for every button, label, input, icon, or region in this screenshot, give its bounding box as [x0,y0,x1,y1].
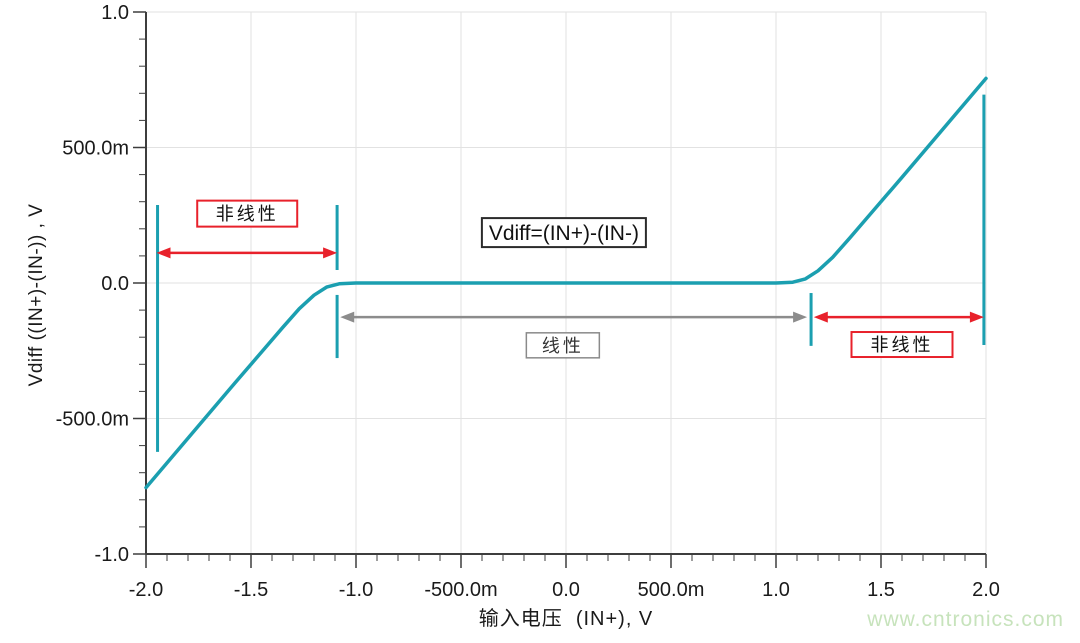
x-tick-label: 1.0 [762,579,790,601]
y-tick-label: -500.0m [56,409,129,431]
x-tick-label: -1.5 [234,579,268,601]
x-tick-label: 500.0m [638,579,705,601]
x-tick-label: 2.0 [972,579,1000,601]
linear-label-text: 线性 [542,336,584,356]
nonlinear-left-arrow-head-left [156,247,171,259]
x-tick-label: -500.0m [424,579,497,601]
y-tick-label: 1.0 [101,2,129,24]
linear-arrow-head-right [793,311,808,323]
x-tick-label: 0.0 [552,579,580,601]
formula-label-box [480,217,647,249]
y-tick-label: -1.0 [95,544,129,566]
vdiff-curve [144,76,988,490]
nonlinear-left-label-text: 非线性 [216,204,279,224]
linear-label-box [525,332,601,359]
y-tick-label: 500.0m [62,138,129,160]
x-tick-label: -2.0 [129,579,163,601]
nonlinear-left-arrow-head-right [323,247,338,259]
y-tick-label: 0.0 [101,273,129,295]
nonlinear-right-label-text: 非线性 [871,335,934,355]
nonlinear-right-arrow-head-right [969,311,984,323]
formula-label-text: Vdiff=(IN+)-(IN-) [489,222,639,245]
y-axis-title: Vdiff ((IN+)-(IN-)) , V [26,203,47,387]
nonlinear-right-arrow-head-left [813,311,828,323]
x-axis-title: 输入电压 (IN+), V [478,608,654,630]
nonlinear-right-label-box [850,331,954,359]
linear-arrow-head-left [340,311,355,323]
x-tick-label: 1.5 [867,579,895,601]
nonlinear-left-label-box [196,199,299,228]
x-tick-label: -1.0 [339,579,373,601]
watermark-text: www.cntronics.com [867,608,1064,631]
